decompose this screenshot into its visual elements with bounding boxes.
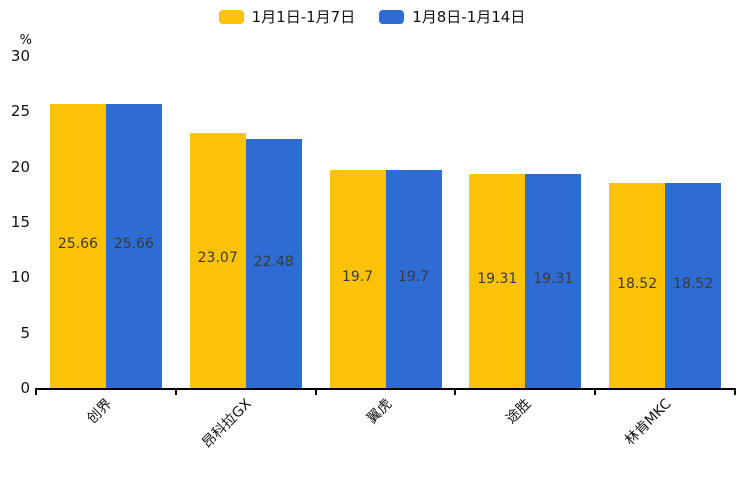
bar-value-label: 19.31 <box>477 271 518 288</box>
bar <box>609 183 666 388</box>
bar <box>245 139 302 388</box>
x-axis-tick <box>594 388 597 395</box>
bar <box>329 169 386 388</box>
legend-swatch-icon <box>218 10 244 24</box>
legend-item: 1月8日-1月14日 <box>379 8 525 26</box>
x-axis-tick <box>314 388 317 395</box>
y-tick-label: 15 <box>10 213 30 231</box>
bar <box>105 104 162 388</box>
x-tick-label: 创界 <box>84 396 116 428</box>
bar <box>189 132 246 388</box>
bar-value-label: 18.52 <box>673 275 714 292</box>
legend: 1月1日-1月7日 1月8日-1月14日 <box>0 8 744 26</box>
y-tick-label: 0 <box>20 379 30 397</box>
x-axis-line <box>36 388 735 390</box>
bar <box>385 169 442 388</box>
bar-value-label: 18.52 <box>617 275 658 292</box>
legend-swatch-icon <box>379 10 405 24</box>
bar <box>665 183 722 388</box>
y-axis-unit-label: % <box>19 33 32 48</box>
x-tick-label: 翼虎 <box>363 396 395 428</box>
bar-value-label: 19.7 <box>341 268 374 285</box>
y-tick-label: 30 <box>10 47 30 65</box>
bar-value-label: 23.07 <box>197 250 238 267</box>
legend-label: 1月8日-1月14日 <box>412 8 526 26</box>
bar-value-label: 19.31 <box>533 271 574 288</box>
legend-item: 1月1日-1月7日 <box>218 8 356 26</box>
bar-value-label: 25.66 <box>57 236 98 252</box>
x-tick-label: 途胜 <box>503 396 535 428</box>
bar <box>49 104 106 388</box>
y-tick-label: 25 <box>10 102 30 121</box>
x-tick-label: 昂科拉GX <box>199 396 256 452</box>
y-tick-label: 10 <box>10 268 30 287</box>
x-axis-tick <box>35 388 37 395</box>
legend-label: 1月1日-1月7日 <box>251 8 356 26</box>
bar <box>525 174 582 388</box>
x-axis-tick <box>174 388 177 395</box>
x-axis-tick <box>454 388 457 395</box>
bar-value-label: 25.66 <box>113 236 154 252</box>
bar-value-label: 22.48 <box>253 253 294 270</box>
bar <box>469 174 526 388</box>
bar-value-label: 19.7 <box>397 268 430 285</box>
y-tick-label: 5 <box>20 323 30 342</box>
x-tick-label: 林肯MKC <box>621 396 675 449</box>
y-tick-label: 20 <box>10 157 30 176</box>
x-axis-tick <box>734 388 736 395</box>
